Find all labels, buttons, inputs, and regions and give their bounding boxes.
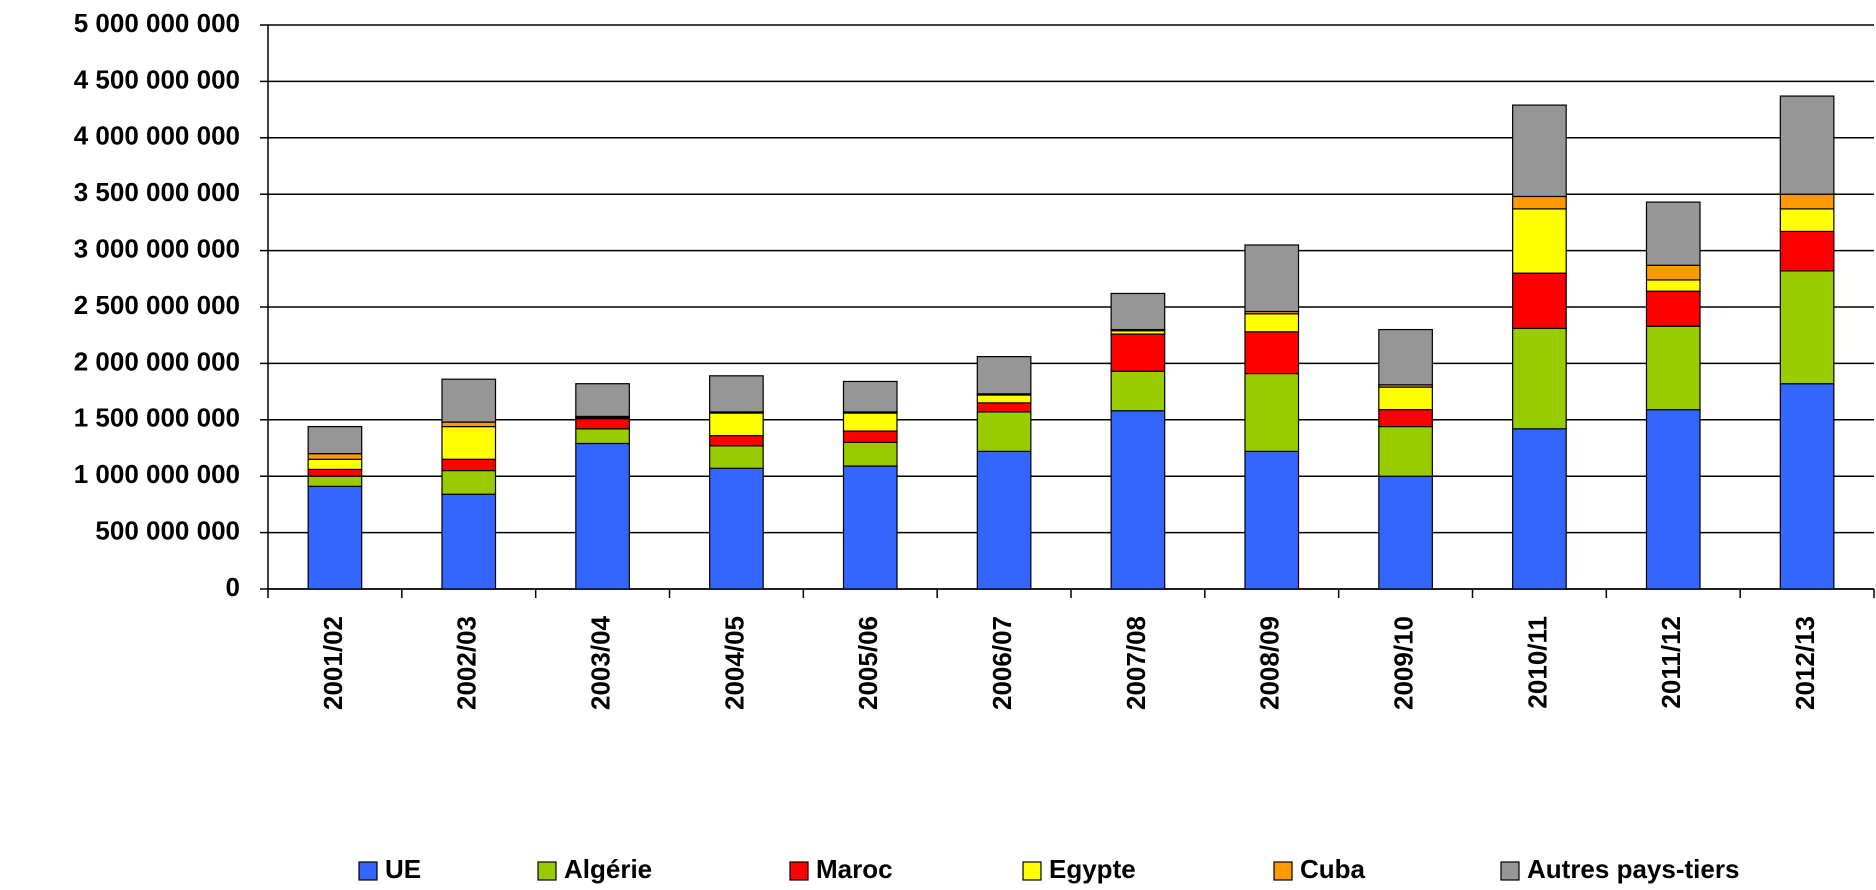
legend-swatch — [1273, 861, 1293, 881]
x-tick-label: 2011/12 — [1656, 616, 1686, 709]
bar-segment — [709, 412, 764, 437]
y-tick-label: 4 000 000 000 — [74, 121, 240, 151]
bar-segment — [441, 421, 497, 428]
bar-segment — [1779, 193, 1835, 210]
bar-segment — [1244, 372, 1300, 452]
bar-segment — [1378, 386, 1433, 411]
bar-segment — [1645, 409, 1701, 590]
bar-segment — [1645, 201, 1701, 266]
bar-segment — [1244, 331, 1300, 375]
bar-segment — [307, 475, 363, 487]
bar-segment — [441, 378, 497, 423]
y-tick-label: 2 500 000 000 — [74, 290, 240, 320]
bar-segment — [441, 469, 497, 495]
x-tick-label: 2004/05 — [719, 616, 749, 710]
bar-segment — [1244, 313, 1300, 333]
bar-segment — [1378, 328, 1433, 386]
bar-segment — [1779, 383, 1835, 590]
bar-segment — [1378, 409, 1433, 428]
bar-segment — [441, 425, 497, 460]
bar-segment — [709, 375, 764, 413]
bar-segment — [1512, 327, 1567, 430]
legend-label: Autres pays-tiers — [1527, 854, 1739, 884]
bar-segment — [307, 425, 363, 455]
bar-segment — [709, 445, 764, 469]
bar-segment — [709, 467, 764, 590]
legend-swatch — [537, 861, 557, 881]
bar-segment — [1512, 195, 1567, 210]
x-tick-label: 2002/03 — [452, 616, 482, 710]
y-tick-label: 3 000 000 000 — [74, 233, 240, 263]
x-tick-label: 2007/08 — [1121, 616, 1151, 710]
bar-segment — [842, 380, 898, 413]
bar-segment — [1110, 292, 1166, 331]
x-tick-label: 2005/06 — [853, 616, 883, 710]
bar-segment — [307, 468, 363, 477]
bar-segment — [1512, 104, 1567, 198]
bar-segment — [307, 485, 363, 590]
x-tick-label: 2006/07 — [987, 616, 1017, 710]
x-tick-label: 2008/09 — [1255, 616, 1285, 710]
bar-segment — [575, 383, 630, 418]
legend-label: Algérie — [564, 854, 652, 884]
bar-segment — [842, 412, 898, 432]
legend-swatch — [789, 861, 809, 881]
y-tick-label: 1 000 000 000 — [74, 459, 240, 489]
bar-segment — [1645, 279, 1701, 292]
legend-label: UE — [385, 854, 421, 884]
bar-segment — [1110, 370, 1166, 412]
y-tick-label: 1 500 000 000 — [74, 403, 240, 433]
legend-label: Egypte — [1049, 854, 1136, 884]
bar-segment — [709, 434, 764, 447]
bar-segment — [307, 458, 363, 471]
bar-segment — [1110, 333, 1166, 372]
bar-segment — [1779, 270, 1835, 385]
bar-segment — [1779, 95, 1835, 195]
bar-segment — [1110, 410, 1166, 590]
bar-segment — [976, 356, 1032, 395]
y-tick-label: 500 000 000 — [95, 515, 240, 545]
y-tick-label: 2 000 000 000 — [74, 346, 240, 376]
legend-label: Maroc — [816, 854, 893, 884]
bar-segment — [575, 442, 630, 590]
bar-segment — [976, 402, 1032, 413]
legend-swatch — [358, 861, 378, 881]
bar-segment — [1645, 290, 1701, 327]
x-tick-label: 2003/04 — [585, 615, 615, 710]
y-tick-label: 4 500 000 000 — [74, 64, 240, 94]
y-tick-label: 5 000 000 000 — [74, 8, 240, 38]
bar-segment — [1512, 272, 1567, 330]
y-tick-label: 0 — [226, 572, 240, 602]
x-tick-label: 2001/02 — [318, 616, 348, 710]
bar-segment — [1244, 450, 1300, 590]
bar-segment — [575, 418, 630, 430]
bar-segment — [842, 441, 898, 467]
x-tick-label: 2010/11 — [1522, 616, 1552, 709]
bar-segment — [441, 493, 497, 590]
bar-segment — [1779, 208, 1835, 233]
bar-segment — [976, 411, 1032, 452]
bar-segment — [976, 450, 1032, 590]
bar-segment — [1378, 425, 1433, 477]
x-tick-label: 2009/10 — [1388, 616, 1418, 710]
bar-segment — [1512, 208, 1567, 274]
y-tick-label: 3 500 000 000 — [74, 177, 240, 207]
bar-segment — [976, 394, 1032, 404]
bar-segment — [307, 453, 363, 460]
x-tick-label: 2012/13 — [1790, 616, 1820, 710]
legend-swatch — [1500, 861, 1520, 881]
legend-label: Cuba — [1300, 854, 1366, 884]
bar-segment — [1645, 264, 1701, 281]
bar-segment — [441, 458, 497, 472]
legend-swatch — [1022, 861, 1042, 881]
bar-segment — [842, 430, 898, 443]
bar-segment — [1244, 244, 1300, 313]
bar-segment — [1512, 428, 1567, 590]
bar-segment — [575, 428, 630, 445]
bar-segment — [1645, 325, 1701, 411]
bar-segment — [842, 465, 898, 590]
bar-segment — [1779, 230, 1835, 272]
bar-segment — [1378, 475, 1433, 590]
